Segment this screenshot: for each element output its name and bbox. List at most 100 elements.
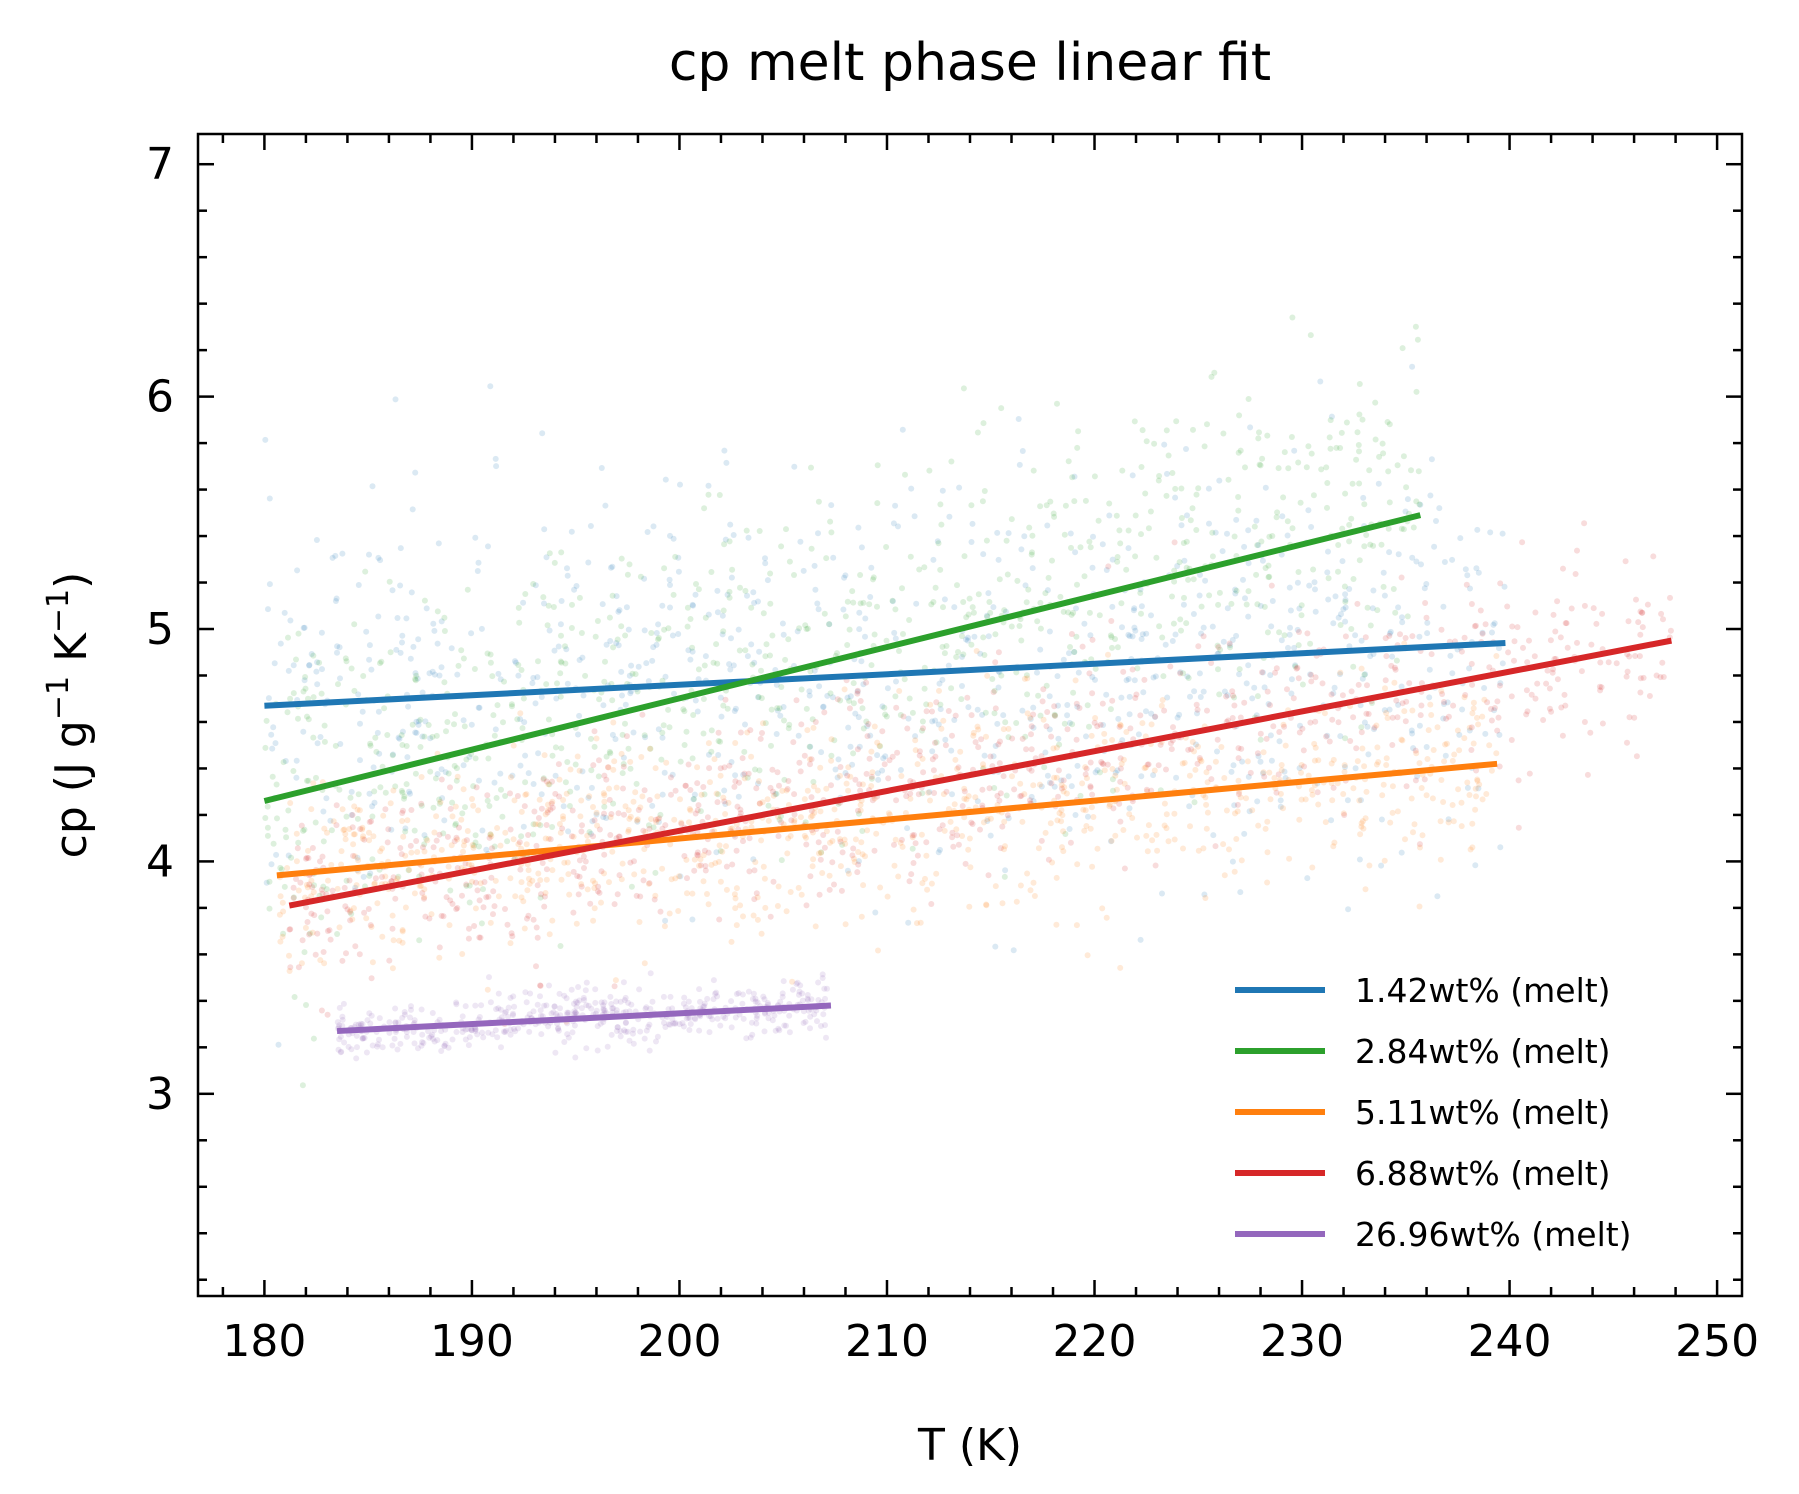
scatter-point [1061,531,1068,538]
scatter-point [1221,872,1228,879]
scatter-point [749,996,756,1002]
scatter-point [992,883,999,890]
scatter-point [1133,691,1140,698]
scatter-point [1170,724,1176,731]
scatter-point [1072,549,1079,556]
scatter-point [891,841,897,848]
scatter-point [348,812,355,818]
scatter-point [1138,610,1144,617]
scatter-point [1083,775,1090,782]
scatter-point [863,718,870,725]
scatter-point [1383,653,1390,660]
scatter-point [1030,711,1037,718]
scatter-point [1053,744,1060,751]
scatter-point [623,1019,629,1026]
scatter-point [1071,473,1078,480]
scatter-point [846,697,853,704]
scatter-point [648,816,655,822]
scatter-point [955,764,962,771]
scatter-point [696,862,703,869]
scatter-point [1442,741,1449,748]
scatter-point [910,860,917,866]
scatter-point [596,889,603,896]
scatter-point [893,797,900,804]
scatter-point [452,822,459,829]
scatter-point [796,988,803,995]
scatter-point [634,818,641,825]
scatter-point [582,672,589,679]
scatter-point [1482,621,1489,628]
scatter-point [319,890,326,897]
scatter-point [334,931,341,937]
scatter-point [694,708,701,715]
scatter-point [800,1020,807,1026]
scatter-point [359,708,366,715]
scatter-point [559,825,566,832]
scatter-point [374,900,381,907]
scatter-point [1071,649,1078,655]
scatter-point [985,872,992,879]
scatter-point [782,656,789,663]
scatter-point [1359,675,1366,682]
scatter-point [994,792,1001,799]
scatter-point [1105,563,1112,570]
scatter-point [639,711,646,718]
scatter-point [1528,691,1535,698]
scatter-point [375,708,382,715]
scatter-point [1048,780,1055,787]
scatter-point [1342,591,1349,598]
scatter-point [661,923,668,930]
scatter-point [609,563,616,570]
scatter-point [350,841,357,848]
scatter-point [314,930,321,937]
scatter-point [1244,758,1251,765]
scatter-point [671,690,677,697]
scatter-point [1251,684,1258,691]
scatter-point [1126,805,1133,812]
scatter-point [573,583,580,589]
scatter-point [1085,813,1091,820]
scatter-point [355,582,362,588]
scatter-point [596,757,602,764]
scatter-point [655,635,662,641]
scatter-point [1418,702,1425,709]
scatter-point [397,845,404,851]
scatter-point [877,884,884,891]
scatter-point [277,938,284,945]
scatter-point [508,930,515,937]
scatter-point [288,854,295,861]
scatter-point [594,1023,601,1030]
scatter-point [809,812,816,819]
scatter-point [1108,618,1115,624]
scatter-point [1450,702,1457,709]
scatter-point [511,1025,517,1032]
scatter-point [788,817,795,824]
scatter-point [1106,500,1113,507]
scatter-point [1060,828,1067,835]
scatter-point [1206,520,1212,527]
scatter-point [787,889,794,895]
scatter-point [1215,666,1221,673]
scatter-point [786,558,793,565]
scatter-point [823,828,830,835]
scatter-point [579,768,586,775]
scatter-point [734,803,741,810]
scatter-point [950,843,957,850]
scatter-point [620,754,627,761]
scatter-point [346,826,353,832]
scatter-point [438,912,445,919]
scatter-point [591,817,598,824]
scatter-point [557,670,564,677]
scatter-point [367,740,374,747]
scatter-point [515,672,522,679]
scatter-point [1004,571,1011,578]
scatter-point [1378,541,1385,548]
scatter-point [1362,634,1369,641]
scatter-point [319,666,325,673]
scatter-point [1035,845,1042,852]
scatter-point [412,770,419,777]
scatter-point [1437,856,1444,863]
scatter-point [722,1015,729,1022]
scatter-point [414,849,421,855]
scatter-point [521,925,528,932]
